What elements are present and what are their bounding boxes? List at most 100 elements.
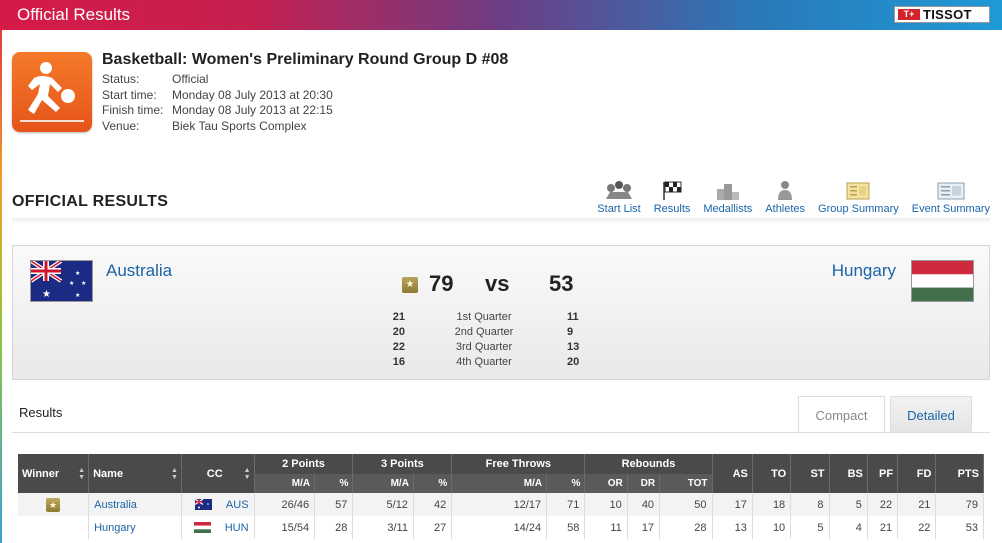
side-color-strip bbox=[0, 30, 2, 543]
col-name-label: Name bbox=[93, 467, 124, 480]
nav-medallists[interactable]: Medallists bbox=[703, 178, 752, 215]
nav-label: Event Summary bbox=[911, 203, 990, 215]
cell-dr: 40 bbox=[627, 493, 661, 516]
cell-cc: HUN bbox=[181, 516, 255, 539]
quarter-name: 4th Quarter bbox=[456, 356, 512, 368]
table-row: ★ Australia AUS 26/46 57 5/12 42 12/17 7… bbox=[18, 493, 984, 516]
sort-arrows-icon: ▲ ▼ bbox=[243, 466, 251, 481]
nav-start-list[interactable]: Start List bbox=[597, 178, 641, 215]
nav-athletes[interactable]: Athletes bbox=[765, 178, 805, 215]
nav-group-summary[interactable]: Group Summary bbox=[818, 178, 899, 215]
tissot-logo: T+ TISSOT bbox=[894, 6, 990, 23]
results-heading: Results bbox=[19, 405, 63, 420]
meta-row-finish-time: Finish time: Monday 08 July 2013 at 22:1… bbox=[102, 103, 333, 119]
cell-to: 10 bbox=[752, 516, 792, 539]
nav-event-summary[interactable]: Event Summary bbox=[912, 178, 990, 215]
section-divider bbox=[12, 218, 990, 224]
tabs-divider bbox=[12, 432, 990, 433]
col-st: ST bbox=[790, 454, 830, 493]
event-meta: Status: Official Start time: Monday 08 J… bbox=[102, 72, 333, 134]
cell-pts: 53 bbox=[935, 516, 984, 539]
hungary-flag-icon bbox=[911, 260, 974, 302]
col-2-points: 2 Points bbox=[254, 454, 354, 474]
col-as: AS bbox=[712, 454, 753, 493]
quarter-row: 16 4th Quarter 20 bbox=[383, 355, 623, 370]
quarter-away: 20 bbox=[567, 356, 580, 368]
cell-2p-pct: 57 bbox=[314, 493, 354, 516]
meta-label: Start time: bbox=[102, 87, 157, 102]
cell-name: Australia bbox=[88, 493, 182, 516]
cell-3p-ma: 3/11 bbox=[352, 516, 414, 539]
meta-label: Venue: bbox=[102, 118, 140, 133]
banner-title: Official Results bbox=[17, 5, 131, 24]
tab-compact[interactable]: Compact bbox=[798, 396, 885, 433]
cell-fd: 22 bbox=[897, 516, 937, 539]
checkered-flag-icon bbox=[661, 178, 683, 200]
quarter-row: 20 2nd Quarter 9 bbox=[383, 325, 623, 340]
sub-col-tot: TOT bbox=[659, 474, 713, 493]
hungary-flag-icon bbox=[193, 522, 211, 534]
table-row: Hungary HUN 15/54 28 3/11 27 14/24 58 11… bbox=[18, 516, 984, 539]
start-list-icon bbox=[604, 178, 634, 200]
svg-text:★: ★ bbox=[75, 292, 80, 299]
cell-as: 13 bbox=[712, 516, 753, 539]
cell-2p-ma: 15/54 bbox=[254, 516, 316, 539]
sort-arrows-icon: ▲ ▼ bbox=[170, 466, 178, 481]
home-team-link[interactable]: Australia bbox=[106, 261, 173, 280]
nav-label: Group Summary bbox=[818, 203, 899, 215]
svg-text:★: ★ bbox=[81, 280, 86, 287]
vs-label: vs bbox=[485, 271, 510, 296]
nav-results[interactable]: Results bbox=[654, 178, 690, 215]
col-bs: BS bbox=[829, 454, 868, 493]
quarter-home: 22 bbox=[392, 341, 405, 353]
team-link[interactable]: Hungary bbox=[94, 521, 136, 534]
quarter-row: 22 3rd Quarter 13 bbox=[383, 340, 623, 355]
cell-pts: 79 bbox=[935, 493, 984, 516]
meta-row-venue: Venue: Biek Tau Sports Complex bbox=[102, 119, 333, 135]
col-to: TO bbox=[752, 454, 792, 493]
cell-ft-ma: 12/17 bbox=[451, 493, 548, 516]
nav-label: Medallists bbox=[703, 203, 753, 215]
meta-value: Biek Tau Sports Complex bbox=[172, 118, 307, 133]
quarter-row: 21 1st Quarter 11 bbox=[383, 310, 623, 325]
meta-label: Status: bbox=[102, 72, 140, 86]
cell-st: 5 bbox=[790, 516, 830, 539]
col-fd: FD bbox=[897, 454, 937, 493]
col-cc[interactable]: CC ▲ ▼ bbox=[181, 454, 255, 493]
away-team-link[interactable]: Hungary bbox=[831, 261, 896, 280]
event-title: Basketball: Women's Preliminary Round Gr… bbox=[102, 51, 509, 68]
tissot-logo-text: TISSOT bbox=[923, 7, 972, 22]
tab-detailed[interactable]: Detailed bbox=[890, 396, 972, 433]
col-rebounds: Rebounds bbox=[584, 454, 713, 474]
country-code: HUN bbox=[224, 521, 249, 534]
winner-medal-icon: ★ bbox=[46, 497, 61, 512]
podium-icon bbox=[716, 178, 740, 200]
sort-arrows-icon: ▲ ▼ bbox=[78, 466, 86, 481]
cell-bs: 5 bbox=[829, 493, 868, 516]
results-table: Winner ▲ ▼ Name ▲ ▼ CC ▲ ▼ 2 Points 3 Points F… bbox=[18, 454, 984, 539]
col-winner[interactable]: Winner ▲ ▼ bbox=[18, 454, 90, 493]
cell-or: 11 bbox=[584, 516, 628, 539]
col-cc-label: CC bbox=[206, 467, 223, 480]
cell-ft-pct: 71 bbox=[546, 493, 586, 516]
sub-col-pct: % bbox=[413, 474, 453, 493]
col-name[interactable]: Name ▲ ▼ bbox=[88, 454, 182, 493]
australia-flag-icon: ★ ★ ★ ★ ★ bbox=[29, 259, 93, 302]
svg-text:★: ★ bbox=[42, 289, 51, 300]
away-score: 53 bbox=[549, 271, 574, 296]
sub-col-ma: M/A bbox=[451, 474, 548, 493]
cell-cc: AUS bbox=[181, 493, 255, 516]
sub-col-or: OR bbox=[584, 474, 628, 493]
quarter-away: 13 bbox=[567, 341, 580, 353]
col-free-throws: Free Throws bbox=[451, 454, 586, 474]
sub-col-ma: M/A bbox=[352, 474, 414, 493]
cell-2p-pct: 28 bbox=[314, 516, 354, 539]
team-link[interactable]: Australia bbox=[94, 498, 137, 511]
cell-ft-pct: 58 bbox=[546, 516, 586, 539]
cell-st: 8 bbox=[790, 493, 830, 516]
sub-col-pct: % bbox=[546, 474, 586, 493]
basketball-sport-icon bbox=[12, 52, 92, 132]
quarter-name: 2nd Quarter bbox=[454, 326, 514, 338]
cell-ft-ma: 14/24 bbox=[451, 516, 548, 539]
col-pf: PF bbox=[867, 454, 899, 493]
